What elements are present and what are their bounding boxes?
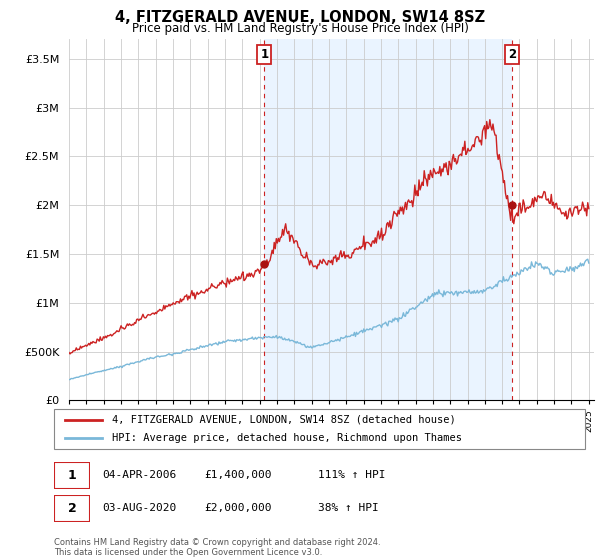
Text: 2: 2 <box>68 502 76 515</box>
Text: 2: 2 <box>508 48 516 61</box>
Text: 03-AUG-2020: 03-AUG-2020 <box>102 503 176 514</box>
Text: Contains HM Land Registry data © Crown copyright and database right 2024.
This d: Contains HM Land Registry data © Crown c… <box>54 538 380 557</box>
Text: £1,400,000: £1,400,000 <box>204 470 271 480</box>
Text: £2,000,000: £2,000,000 <box>204 503 271 514</box>
Text: 4, FITZGERALD AVENUE, LONDON, SW14 8SZ: 4, FITZGERALD AVENUE, LONDON, SW14 8SZ <box>115 10 485 25</box>
Text: 111% ↑ HPI: 111% ↑ HPI <box>318 470 386 480</box>
FancyBboxPatch shape <box>54 495 90 522</box>
Text: 04-APR-2006: 04-APR-2006 <box>102 470 176 480</box>
Text: 38% ↑ HPI: 38% ↑ HPI <box>318 503 379 514</box>
FancyBboxPatch shape <box>54 462 90 489</box>
FancyBboxPatch shape <box>54 409 585 449</box>
Text: 1: 1 <box>260 48 268 61</box>
Text: Price paid vs. HM Land Registry's House Price Index (HPI): Price paid vs. HM Land Registry's House … <box>131 22 469 35</box>
Text: 1: 1 <box>68 469 76 482</box>
Bar <box>264 39 512 400</box>
Text: 4, FITZGERALD AVENUE, LONDON, SW14 8SZ (detached house): 4, FITZGERALD AVENUE, LONDON, SW14 8SZ (… <box>112 415 456 424</box>
Text: HPI: Average price, detached house, Richmond upon Thames: HPI: Average price, detached house, Rich… <box>112 433 463 443</box>
